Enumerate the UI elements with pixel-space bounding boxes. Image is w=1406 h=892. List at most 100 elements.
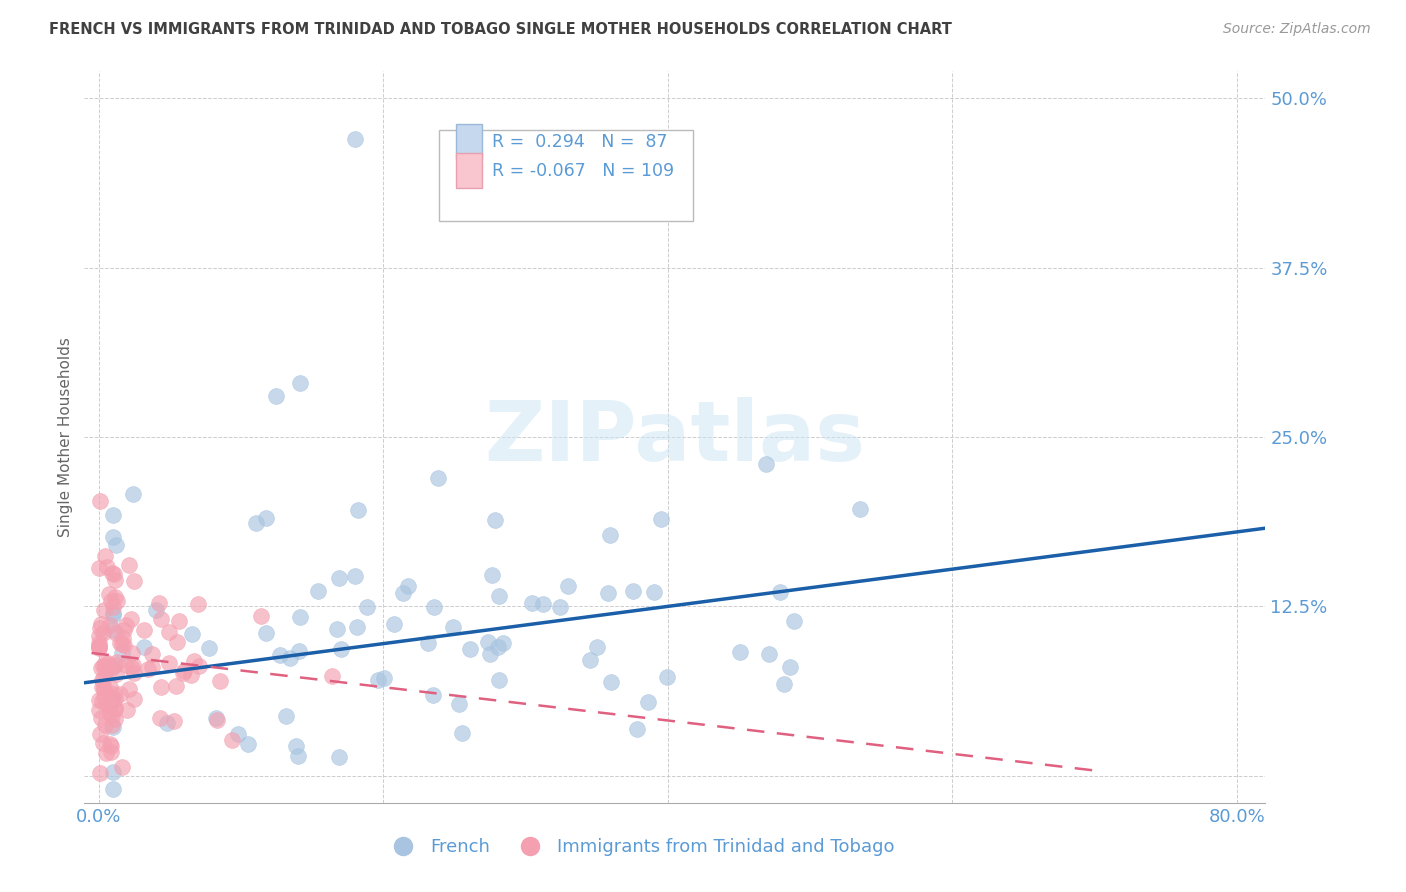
Point (149, 711, 172, 725)
Point (101, 608, 124, 623)
Point (105, 667, 128, 681)
Point (343, 569, 366, 583)
Point (579, 653, 602, 667)
Point (157, 624, 180, 639)
Point (755, 457, 778, 471)
Point (321, 669, 343, 683)
Text: FRENCH VS IMMIGRANTS FROM TRINIDAD AND TOBAGO SINGLE MOTHER HOUSEHOLDS CORRELATI: FRENCH VS IMMIGRANTS FROM TRINIDAD AND T… (49, 22, 952, 37)
Point (173, 665, 195, 679)
Point (396, 579, 419, 593)
Point (101, 765, 124, 780)
Point (101, 508, 124, 523)
FancyBboxPatch shape (439, 130, 693, 221)
Point (284, 739, 307, 753)
Point (115, 617, 138, 632)
Point (276, 709, 298, 723)
Point (89, 766, 111, 780)
Point (89, 629, 111, 643)
Point (104, 625, 127, 640)
Point (249, 608, 271, 623)
Text: R = -0.067   N = 109: R = -0.067 N = 109 (492, 161, 673, 180)
Point (165, 679, 187, 693)
Point (120, 612, 142, 626)
Point (111, 637, 134, 651)
Point (91, 681, 114, 695)
Point (122, 487, 145, 501)
Point (328, 571, 350, 585)
Point (149, 680, 172, 694)
Legend: French, Immigrants from Trinidad and Tobago: French, Immigrants from Trinidad and Tob… (378, 830, 901, 863)
Point (181, 627, 204, 641)
Point (101, 659, 124, 673)
Point (104, 573, 127, 587)
Point (488, 673, 510, 688)
Point (89, 620, 111, 634)
Point (254, 626, 277, 640)
Point (330, 642, 353, 657)
Point (87, 692, 110, 706)
Point (423, 600, 446, 615)
Point (557, 578, 579, 592)
Point (637, 695, 659, 709)
Point (118, 682, 141, 697)
Point (111, 759, 134, 773)
Point (328, 750, 350, 764)
Point (346, 620, 368, 634)
Point (187, 597, 209, 611)
Point (308, 584, 330, 599)
Point (93, 603, 115, 617)
Point (110, 687, 132, 701)
Point (87, 704, 110, 718)
Point (422, 688, 444, 702)
Point (98, 680, 121, 694)
Point (477, 635, 499, 649)
Point (288, 376, 311, 390)
Point (157, 657, 180, 671)
Point (141, 647, 163, 661)
Point (89, 640, 111, 655)
Point (167, 615, 190, 629)
Point (132, 640, 155, 654)
Point (392, 586, 415, 600)
Point (449, 698, 471, 712)
Point (100, 660, 122, 674)
Point (101, 694, 124, 708)
Point (93, 680, 115, 694)
Point (207, 713, 229, 727)
Point (97, 657, 120, 671)
Point (112, 638, 135, 652)
Point (643, 585, 665, 599)
Point (373, 671, 395, 685)
Point (100, 690, 122, 704)
Point (208, 673, 231, 688)
Point (104, 590, 127, 604)
Point (98, 737, 121, 751)
Point (89, 493, 111, 508)
Point (484, 513, 506, 527)
Point (94, 718, 117, 732)
Point (111, 632, 134, 646)
Point (451, 726, 474, 740)
Text: R =  0.294   N =  87: R = 0.294 N = 87 (492, 133, 668, 151)
Point (91, 694, 114, 708)
Point (245, 516, 267, 530)
Point (98, 618, 121, 632)
Point (90, 711, 112, 725)
Point (104, 702, 127, 716)
Point (107, 593, 129, 607)
FancyBboxPatch shape (457, 124, 482, 159)
Point (89, 639, 111, 653)
Point (441, 620, 464, 634)
Point (93, 657, 115, 671)
Point (103, 600, 125, 615)
Point (779, 660, 801, 674)
Point (548, 599, 571, 614)
Point (98, 587, 121, 601)
Point (657, 670, 679, 684)
Point (94, 660, 117, 674)
Point (205, 711, 228, 725)
Point (91, 673, 114, 688)
Point (343, 132, 366, 146)
Point (269, 648, 291, 663)
Point (122, 665, 145, 680)
